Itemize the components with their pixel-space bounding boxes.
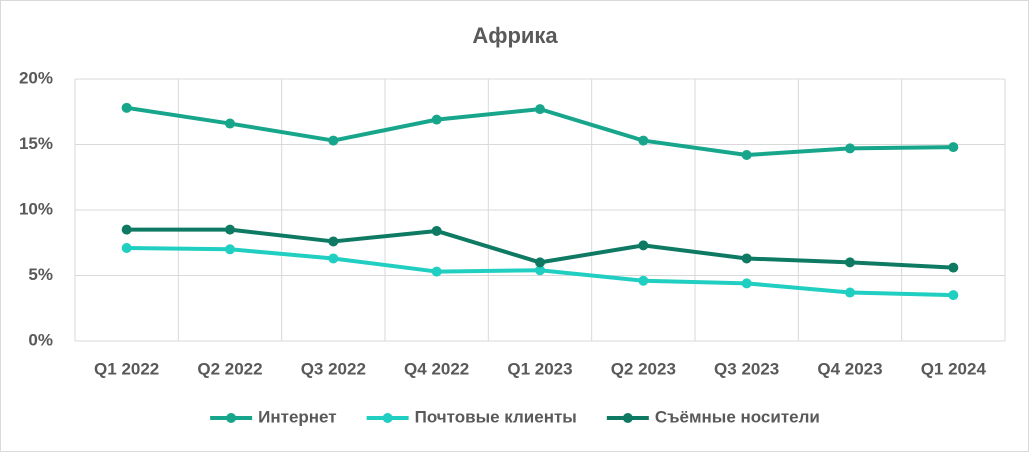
data-point	[741, 149, 752, 160]
data-point	[535, 104, 545, 115]
x-tick-label: Q4 2023	[817, 359, 882, 378]
data-point	[225, 244, 235, 255]
data-point	[845, 143, 855, 154]
data-point	[638, 135, 649, 146]
data-point	[638, 240, 649, 251]
data-point	[741, 253, 752, 264]
y-tick-label: 5%	[28, 265, 53, 284]
data-point	[328, 253, 339, 264]
data-point	[535, 257, 545, 268]
data-point	[845, 257, 855, 268]
data-point	[431, 266, 442, 277]
legend-marker	[622, 413, 633, 423]
data-point	[225, 224, 235, 235]
data-point	[948, 142, 959, 153]
y-tick-label: 20%	[19, 68, 53, 87]
y-tick-label: 15%	[19, 134, 53, 153]
data-point	[328, 236, 339, 247]
data-point	[845, 287, 855, 298]
data-point	[741, 278, 752, 289]
x-tick-label: Q3 2023	[714, 359, 779, 378]
x-tick-label: Q2 2023	[611, 359, 676, 378]
data-point	[225, 118, 235, 129]
x-tick-label: Q2 2022	[197, 359, 262, 378]
chart-title: Африка	[472, 23, 558, 48]
legend-label: Почтовые клиенты	[415, 407, 577, 426]
legend-marker	[382, 413, 393, 423]
y-tick-label: 10%	[19, 199, 53, 218]
data-point	[121, 224, 132, 235]
data-point	[328, 135, 339, 146]
x-tick-label: Q3 2022	[301, 359, 366, 378]
data-point	[948, 290, 959, 301]
data-point	[431, 114, 442, 125]
x-tick-label: Q1 2022	[94, 359, 159, 378]
data-point	[121, 102, 132, 113]
data-point	[121, 242, 132, 253]
data-point	[638, 275, 649, 286]
data-point	[535, 265, 545, 276]
y-tick-label: 0%	[28, 330, 53, 349]
x-tick-label: Q1 2024	[921, 359, 987, 378]
x-tick-label: Q4 2022	[404, 359, 469, 378]
legend-label: Съёмные носители	[655, 407, 820, 426]
legend-label: Интернет	[258, 407, 336, 426]
data-point	[948, 262, 959, 273]
legend-marker	[226, 413, 237, 423]
x-tick-label: Q1 2023	[507, 359, 572, 378]
data-point	[431, 225, 442, 236]
